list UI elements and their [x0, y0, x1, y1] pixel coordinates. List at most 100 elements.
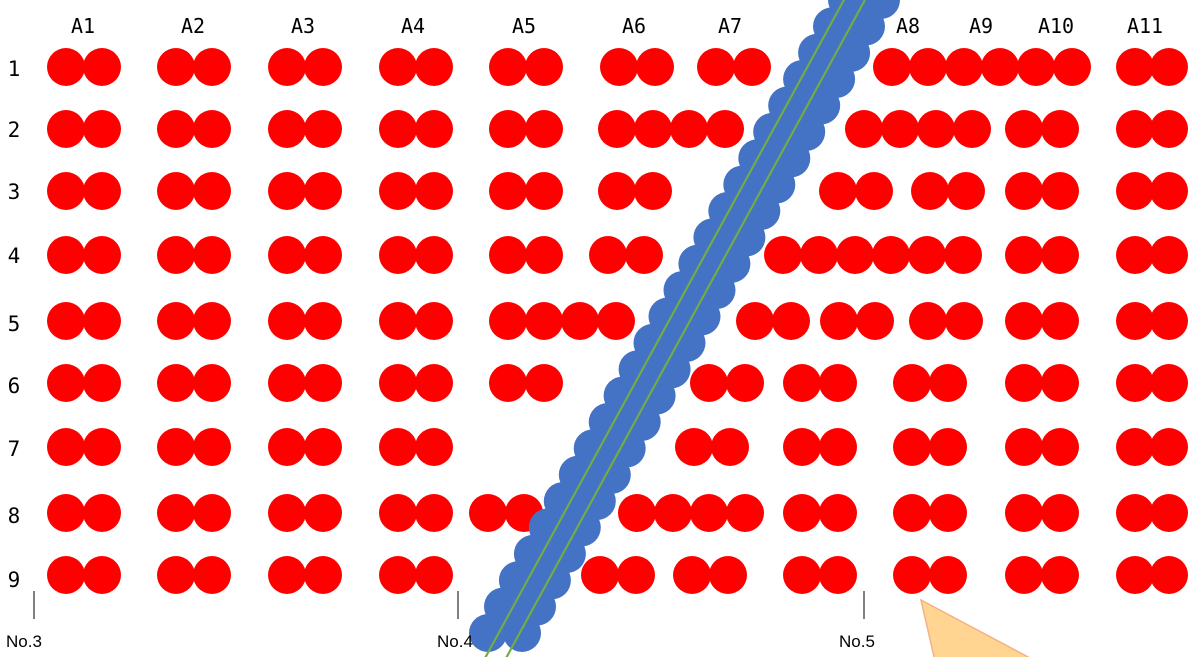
column-label-a6: A6	[622, 14, 646, 38]
red-seat-r3-5	[268, 172, 306, 210]
red-seat-r9-17	[1005, 556, 1043, 594]
red-seat-r4-8	[415, 236, 453, 274]
red-seat-r7-15	[1005, 428, 1043, 466]
column-label-a10: A10	[1038, 14, 1074, 38]
red-seat-r8-11	[618, 494, 656, 532]
red-seat-r5-22	[1150, 302, 1188, 340]
red-seat-r4-9	[489, 236, 527, 274]
red-seat-r7-8	[415, 428, 453, 466]
column-label-a5: A5	[512, 14, 536, 38]
red-seat-r5-10	[525, 302, 563, 340]
red-seat-r5-12	[597, 302, 635, 340]
row-label-6: 6	[8, 374, 21, 398]
red-seat-r7-17	[1116, 428, 1154, 466]
red-seat-r2-1	[47, 110, 85, 148]
red-seat-r1-7	[379, 48, 417, 86]
red-seat-r8-20	[1041, 494, 1079, 532]
red-seat-r9-9	[581, 556, 619, 594]
red-seat-r9-1	[47, 556, 85, 594]
red-seat-r5-7	[379, 302, 417, 340]
red-seat-r2-21	[1116, 110, 1154, 148]
red-seat-r4-16	[872, 236, 910, 274]
red-seat-r5-13	[736, 302, 774, 340]
red-seat-r8-9	[469, 494, 507, 532]
red-seat-r1-17	[945, 48, 983, 86]
red-seat-r1-12	[636, 48, 674, 86]
red-seat-r3-13	[819, 172, 857, 210]
red-seat-r3-14	[855, 172, 893, 210]
red-seat-r9-2	[83, 556, 121, 594]
red-seat-r3-17	[1005, 172, 1043, 210]
red-seat-r5-1	[47, 302, 85, 340]
red-seat-r1-2	[83, 48, 121, 86]
red-seat-r7-18	[1150, 428, 1188, 466]
row-label-1: 1	[8, 57, 21, 81]
red-seat-r7-14	[929, 428, 967, 466]
red-seat-r3-3	[157, 172, 195, 210]
red-seat-r4-7	[379, 236, 417, 274]
red-seat-r8-14	[726, 494, 764, 532]
red-seat-r9-18	[1041, 556, 1079, 594]
row-label-5: 5	[8, 312, 21, 336]
red-seat-r1-1	[47, 48, 85, 86]
red-seat-r2-15	[845, 110, 883, 148]
red-seat-r4-11	[589, 236, 627, 274]
red-seat-r4-12	[625, 236, 663, 274]
red-seat-r4-1	[47, 236, 85, 274]
red-seat-r3-4	[193, 172, 231, 210]
red-seat-r8-4	[193, 494, 231, 532]
red-seat-r1-20	[1053, 48, 1091, 86]
red-seat-r4-14	[800, 236, 838, 274]
marker-label-no3: No.3	[6, 632, 42, 651]
red-seat-r5-9	[489, 302, 527, 340]
red-seat-r7-3	[157, 428, 195, 466]
red-seat-r8-15	[783, 494, 821, 532]
red-seat-r7-11	[783, 428, 821, 466]
red-seat-r1-15	[873, 48, 911, 86]
red-seat-r6-10	[525, 364, 563, 402]
row-labels: 1 2 3 4 5 6 7 8 9	[8, 57, 21, 592]
red-seat-r7-1	[47, 428, 85, 466]
column-label-a7: A7	[718, 14, 742, 38]
red-seat-r6-13	[783, 364, 821, 402]
guide-line-left	[484, 0, 846, 657]
red-seat-r7-5	[268, 428, 306, 466]
blue-seat-50	[862, 0, 900, 19]
red-seat-r3-6	[304, 172, 342, 210]
red-seat-r2-12	[634, 110, 672, 148]
red-seat-r4-20	[1041, 236, 1079, 274]
red-seat-r7-6	[304, 428, 342, 466]
red-seat-r1-9	[489, 48, 527, 86]
red-seat-r3-12	[634, 172, 672, 210]
blue-seats	[469, 0, 900, 652]
red-seat-r5-17	[909, 302, 947, 340]
red-seat-r2-14	[706, 110, 744, 148]
callout-pointer	[919, 598, 1030, 657]
red-seat-r7-9	[675, 428, 713, 466]
row-label-9: 9	[8, 568, 21, 592]
red-seat-r6-5	[268, 364, 306, 402]
red-seat-r5-3	[157, 302, 195, 340]
red-seat-r9-3	[157, 556, 195, 594]
red-seat-r4-15	[836, 236, 874, 274]
guide-line-right	[505, 0, 867, 657]
red-seat-r6-19	[1116, 364, 1154, 402]
red-seat-r6-8	[415, 364, 453, 402]
column-label-a9: A9	[969, 14, 993, 38]
column-label-a11: A11	[1127, 14, 1163, 38]
red-seat-r9-10	[617, 556, 655, 594]
red-seat-r8-16	[819, 494, 857, 532]
red-seat-r9-11	[673, 556, 711, 594]
red-seat-r5-6	[304, 302, 342, 340]
red-seat-r2-18	[953, 110, 991, 148]
red-seat-r9-8	[415, 556, 453, 594]
red-seat-r3-19	[1116, 172, 1154, 210]
red-seat-r6-11	[690, 364, 728, 402]
row-label-3: 3	[8, 180, 21, 204]
red-seat-r4-5	[268, 236, 306, 274]
red-seat-r6-4	[193, 364, 231, 402]
red-seat-r8-5	[268, 494, 306, 532]
red-seat-r5-18	[945, 302, 983, 340]
red-seat-r5-4	[193, 302, 231, 340]
